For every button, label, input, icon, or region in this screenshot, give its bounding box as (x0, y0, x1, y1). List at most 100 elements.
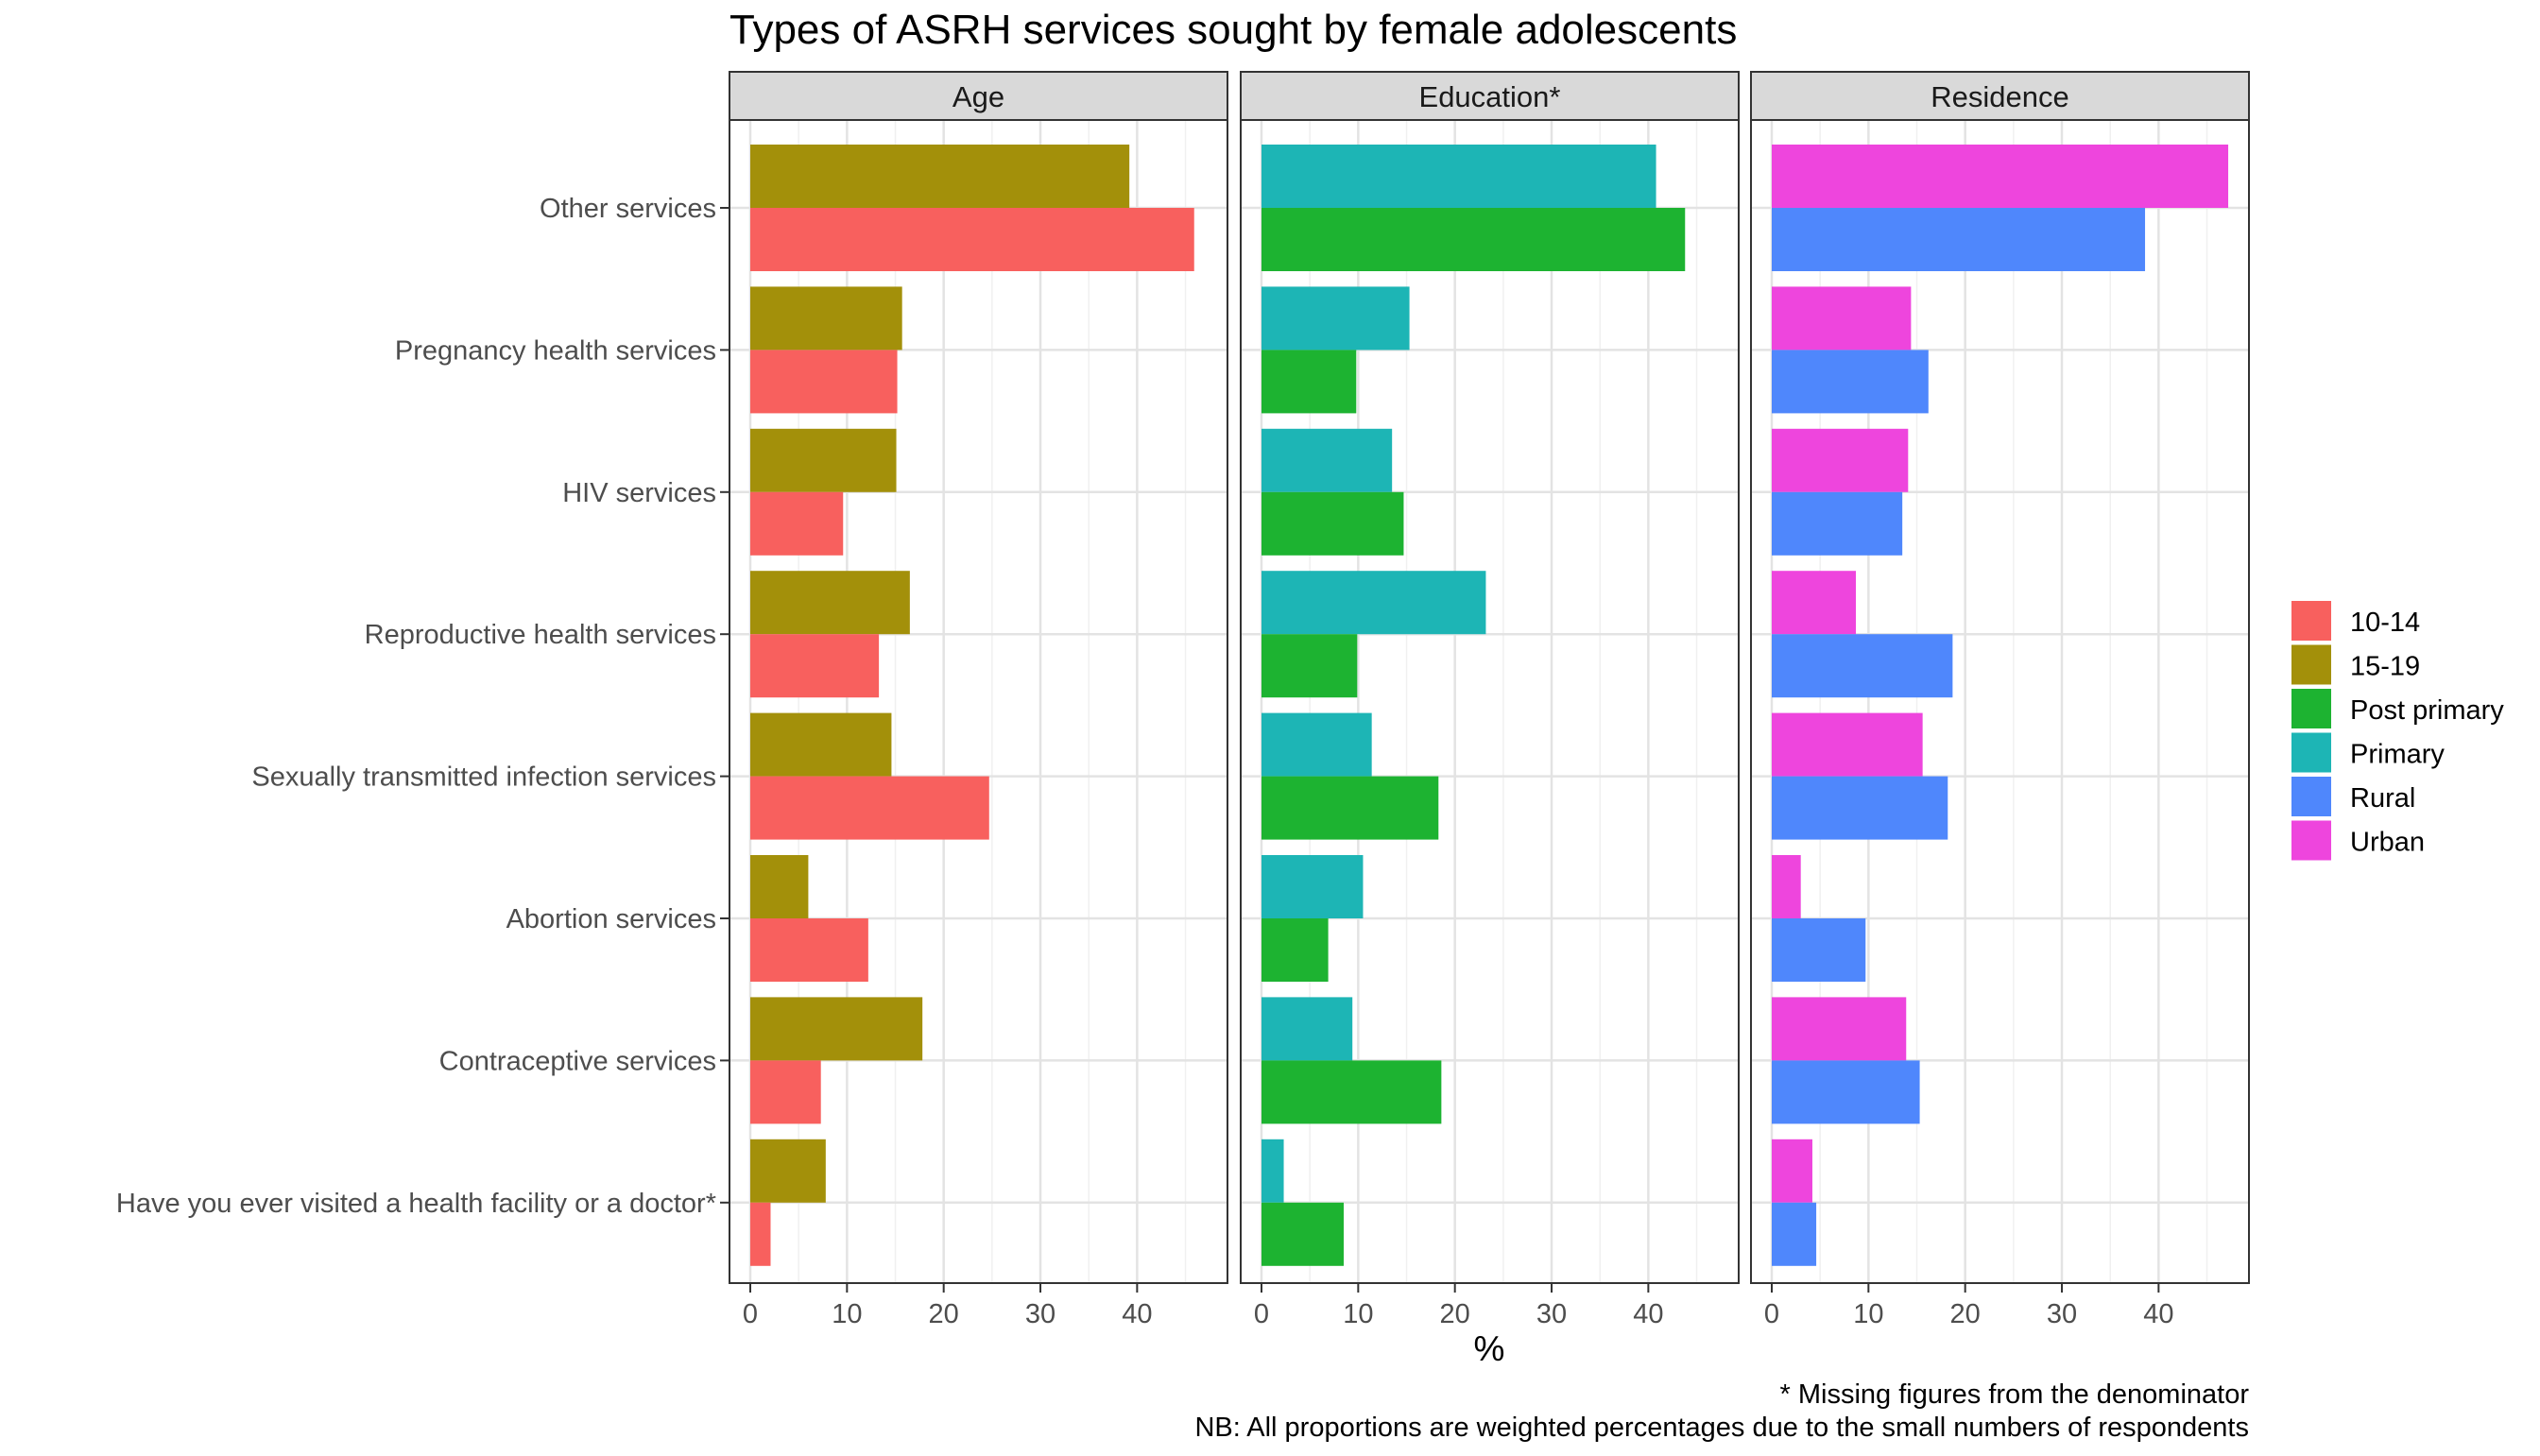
bar (1772, 776, 1948, 840)
bar (1772, 997, 1907, 1061)
x-tick-label: 10 (1343, 1299, 1373, 1329)
legend-key (2291, 644, 2331, 685)
bar (750, 571, 910, 635)
bar (750, 776, 989, 840)
x-axis-title: % (1474, 1329, 1505, 1368)
bar (1772, 491, 1903, 556)
bar (750, 491, 844, 556)
category-label: Reproductive health services (365, 620, 716, 650)
bar (1261, 208, 1686, 271)
caption-line: * Missing figures from the denominator (1780, 1379, 2250, 1410)
bar (1261, 286, 1410, 351)
caption: * Missing figures from the denominatorNB… (1194, 1379, 2249, 1443)
bar (750, 1060, 821, 1124)
x-tick-label: 40 (1633, 1299, 1663, 1329)
bar (1261, 350, 1357, 414)
bar (1772, 208, 2146, 271)
legend-label: Rural (2350, 783, 2415, 814)
bar (1261, 571, 1486, 635)
legend-label: 10-14 (2350, 608, 2420, 638)
category-label: Contraceptive services (439, 1046, 716, 1076)
bar (750, 428, 897, 492)
caption-line: NB: All proportions are weighted percent… (1194, 1413, 2249, 1443)
legend-key (2291, 732, 2331, 773)
bar (1772, 350, 1929, 414)
bar (750, 208, 1194, 271)
bar (750, 286, 902, 351)
bar (1261, 855, 1364, 918)
bar (1261, 491, 1404, 556)
bar (750, 350, 898, 414)
bar (1261, 1202, 1344, 1266)
legend-key (2291, 777, 2331, 816)
legend-key (2291, 601, 2331, 641)
legend-label: Urban (2350, 828, 2425, 858)
category-label: Abortion services (506, 904, 716, 934)
bar (1261, 1060, 1442, 1124)
bar (1772, 1202, 1817, 1266)
x-tick-label: 30 (1536, 1299, 1567, 1329)
bar (750, 145, 1130, 208)
bar (750, 1202, 771, 1266)
category-labels: Other services Pregnancy health services H… (116, 194, 729, 1219)
x-tick-label: 10 (1853, 1299, 1883, 1329)
bar (1772, 855, 1801, 918)
legend-label: Post primary (2350, 695, 2504, 726)
category-label: Sexually transmitted infection services (251, 762, 716, 793)
legend-label: 15-19 (2350, 652, 2420, 682)
category-label: HIV services (562, 478, 716, 508)
bar (1261, 712, 1372, 777)
x-tick-label: 0 (1764, 1299, 1779, 1329)
x-tick-label: 0 (1254, 1299, 1269, 1329)
x-tick-label: 20 (929, 1299, 959, 1329)
chart-title: Types of ASRH services sought by female … (729, 7, 1737, 53)
x-tick-label: 40 (2143, 1299, 2173, 1329)
bar (750, 712, 892, 777)
facet-strip-label: Education* (1419, 80, 1561, 113)
x-tick-label: 40 (1122, 1299, 1152, 1329)
bar (1261, 428, 1393, 492)
bar (1261, 776, 1439, 840)
facet-strip (1240, 71, 1740, 121)
facet-strip (1750, 71, 2250, 121)
bar (1772, 286, 1912, 351)
bar (750, 1139, 826, 1203)
bar (1772, 428, 1909, 492)
category-label: Other services (540, 194, 716, 224)
facet-strip-label: Residence (1931, 80, 2068, 113)
bar (750, 997, 923, 1061)
bar (1772, 145, 2229, 208)
bar (750, 634, 880, 698)
x-tick-label: 20 (1440, 1299, 1470, 1329)
x-tick-label: 20 (1950, 1299, 1981, 1329)
category-label: Pregnancy health services (395, 335, 716, 366)
panel-education: Education* 0 10 20 30 40 (1240, 71, 1740, 1329)
panels-layer: Age 0 10 20 30 40 Education* 0 10 20 30 40 Residence… (729, 71, 2250, 1329)
bar (1261, 997, 1353, 1061)
bar (1261, 145, 1656, 208)
legend-label: Primary (2350, 740, 2445, 770)
facet-strip-label: Age (952, 80, 1004, 113)
legend: 10-14 15-19 Post primary Primary Rural Urban (2291, 601, 2504, 861)
panel-residence: Residence 0 10 20 30 40 (1750, 71, 2250, 1329)
facet-strip (729, 71, 1228, 121)
bar (1772, 571, 1857, 635)
bar (1261, 1139, 1284, 1203)
x-tick-label: 0 (743, 1299, 758, 1329)
legend-key (2291, 689, 2331, 728)
bar (1772, 1060, 1920, 1124)
x-tick-label: 10 (832, 1299, 862, 1329)
bar (1772, 1139, 1812, 1203)
bar (1261, 634, 1358, 698)
bar (750, 855, 809, 918)
category-label: Have you ever visited a health facility … (116, 1189, 716, 1219)
bar (1772, 918, 1866, 982)
x-tick-label: 30 (1025, 1299, 1055, 1329)
bar (1261, 918, 1329, 982)
bar (750, 918, 868, 982)
legend-key (2291, 820, 2331, 861)
bar (1772, 712, 1923, 777)
bar (1772, 634, 1953, 698)
